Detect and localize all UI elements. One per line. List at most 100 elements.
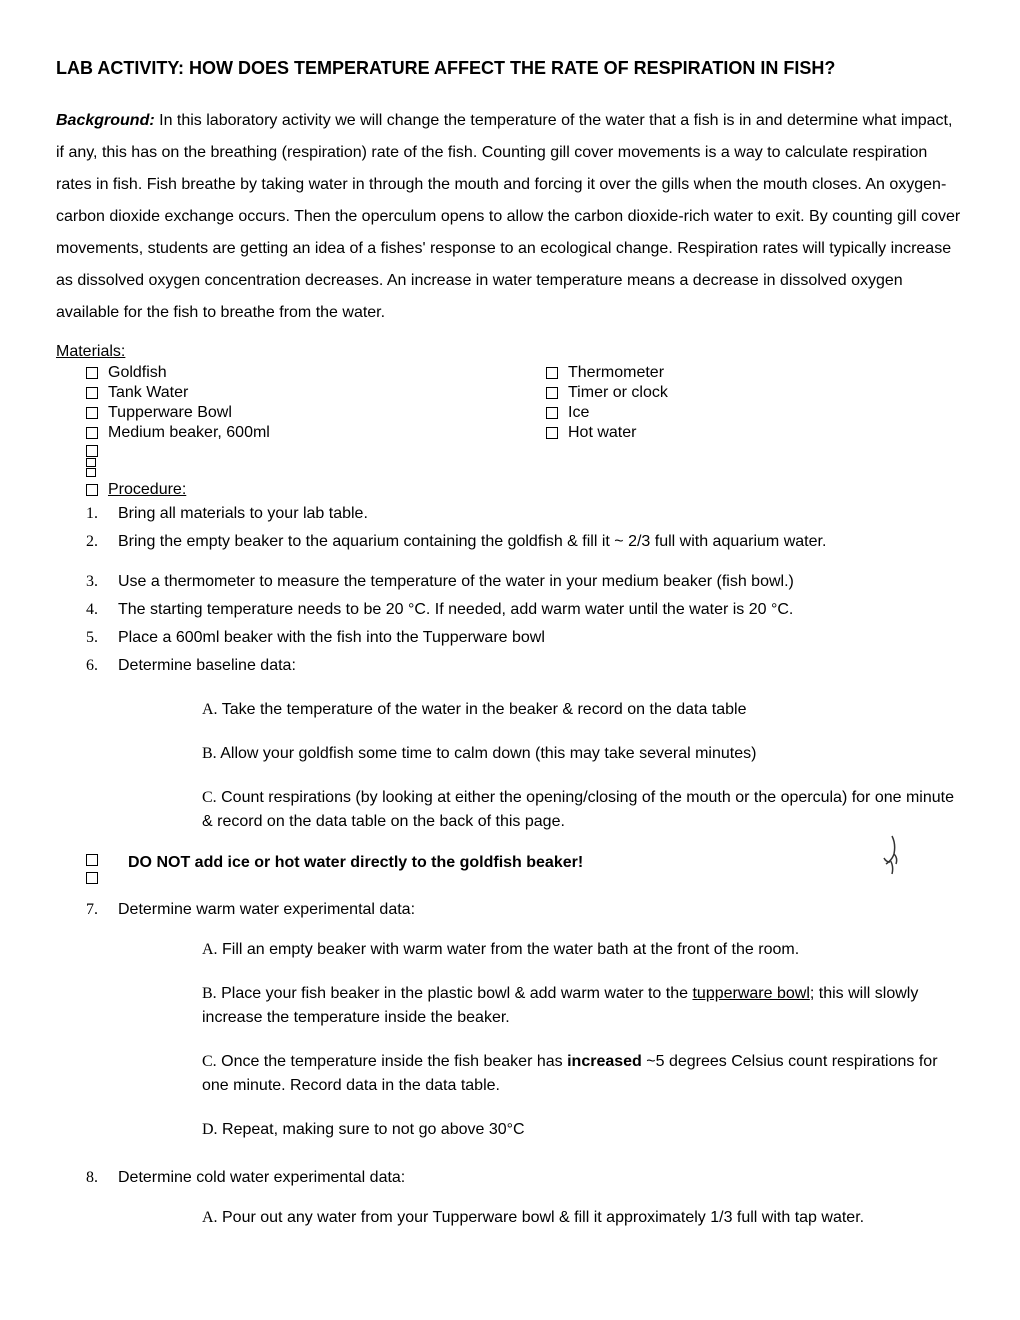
procedure-section: Procedure: 1.Bring all materials to your… [86, 481, 964, 834]
step-number: 5. [86, 626, 118, 650]
sub-list-8: A. Pour out any water from your Tupperwa… [202, 1206, 964, 1230]
list-item: 5.Place a 600ml beaker with the fish int… [86, 626, 964, 650]
material-item: Tank Water [86, 383, 546, 403]
material-label: Ice [568, 403, 589, 423]
step-text: The starting temperature needs to be 20 … [118, 598, 964, 622]
procedure-list-7: 7.Determine warm water experimental data… [86, 898, 964, 922]
material-label: Tank Water [108, 383, 188, 403]
checkbox-icon [86, 872, 98, 884]
material-item: Ice [546, 403, 846, 423]
sub-letter: C. [202, 1053, 217, 1070]
sub-letter: D. [202, 1121, 218, 1138]
checkbox-icon [86, 445, 98, 457]
warning-checkboxes [86, 854, 108, 884]
step-text: Determine cold water experimental data: [118, 1166, 964, 1190]
sub-text: Fill an empty beaker with warm water fro… [218, 941, 800, 958]
materials-left-column: Goldfish Tank Water Tupperware Bowl Medi… [86, 363, 546, 443]
list-item: B. Allow your goldfish some time to calm… [202, 742, 964, 766]
material-item: Tupperware Bowl [86, 403, 546, 423]
step-number: 7. [86, 898, 118, 922]
sub-text-bold: increased [567, 1053, 642, 1070]
procedure-list-8: 8.Determine cold water experimental data… [86, 1166, 964, 1190]
step-number: 8. [86, 1166, 118, 1190]
checkbox-icon [86, 484, 98, 496]
list-item: A. Fill an empty beaker with warm water … [202, 938, 964, 962]
step-text: Determine baseline data: [118, 654, 964, 678]
material-item: Medium beaker, 600ml [86, 423, 546, 443]
warning-row: DO NOT add ice or hot water directly to … [86, 854, 964, 884]
checkbox-icon [86, 407, 98, 419]
sub-text: Repeat, making sure to not go above 30°C [218, 1121, 525, 1138]
checkbox-icon [546, 367, 558, 379]
list-item: 1.Bring all materials to your lab table. [86, 502, 964, 526]
checkbox-icon [86, 387, 98, 399]
background-text: In this laboratory activity we will chan… [56, 112, 960, 321]
material-label: Tupperware Bowl [108, 403, 232, 423]
list-item: C. Count respirations (by looking at eit… [202, 786, 964, 834]
checkbox-icon [86, 468, 96, 477]
background-paragraph: Background: In this laboratory activity … [56, 105, 964, 329]
sub-text: Pour out any water from your Tupperware … [218, 1209, 865, 1226]
list-item: B. Place your fish beaker in the plastic… [202, 982, 964, 1030]
sub-letter: A. [202, 1209, 218, 1226]
material-item: Timer or clock [546, 383, 846, 403]
material-label: Goldfish [108, 363, 167, 383]
materials-heading: Materials: [56, 343, 964, 361]
checkbox-icon [546, 387, 558, 399]
sub-text: Count respirations (by looking at either… [202, 789, 954, 830]
sub-letter: A. [202, 941, 218, 958]
sub-letter: C. [202, 789, 217, 806]
procedure-list: 1.Bring all materials to your lab table.… [86, 502, 964, 678]
list-item: 7.Determine warm water experimental data… [86, 898, 964, 922]
sub-letter: B. [202, 985, 217, 1002]
fish-icon [860, 834, 900, 885]
step-text: Determine warm water experimental data: [118, 898, 964, 922]
list-item: C. Once the temperature inside the fish … [202, 1050, 964, 1098]
step-number: 2. [86, 530, 118, 554]
sub-text-pre: Place your fish beaker in the plastic bo… [217, 985, 693, 1002]
step-text: Bring all materials to your lab table. [118, 502, 964, 526]
list-item: D. Repeat, making sure to not go above 3… [202, 1118, 964, 1142]
fish-svg [860, 834, 900, 876]
background-label: Background: [56, 112, 155, 129]
checkbox-icon [546, 407, 558, 419]
list-item: A. Pour out any water from your Tupperwa… [202, 1206, 964, 1230]
list-item: 3.Use a thermometer to measure the tempe… [86, 570, 964, 594]
list-item: A. Take the temperature of the water in … [202, 698, 964, 722]
step-number: 1. [86, 502, 118, 526]
checkbox-icon [86, 367, 98, 379]
step-text: Place a 600ml beaker with the fish into … [118, 626, 964, 650]
warning-text: DO NOT add ice or hot water directly to … [128, 854, 583, 872]
sub-text-pre: Once the temperature inside the fish bea… [217, 1053, 567, 1070]
materials-right-column: Thermometer Timer or clock Ice Hot water [546, 363, 846, 443]
sub-text: Allow your goldfish some time to calm do… [217, 745, 757, 762]
material-label: Timer or clock [568, 383, 668, 403]
sub-text: Take the temperature of the water in the… [218, 701, 747, 718]
trailing-checkboxes [86, 445, 964, 477]
procedure-heading: Procedure: [108, 481, 186, 499]
procedure-heading-row: Procedure: [86, 481, 964, 499]
page-title: LAB ACTIVITY: HOW DOES TEMPERATURE AFFEC… [56, 58, 964, 79]
list-item: 6.Determine baseline data: [86, 654, 964, 678]
step-number: 3. [86, 570, 118, 594]
material-item: Thermometer [546, 363, 846, 383]
checkbox-icon [86, 427, 98, 439]
procedure-section-7: 7.Determine warm water experimental data… [86, 898, 964, 1230]
checkbox-icon [86, 458, 96, 467]
sub-text-underline: tupperware bowl [692, 985, 809, 1002]
list-item: 4.The starting temperature needs to be 2… [86, 598, 964, 622]
sub-letter: A. [202, 701, 218, 718]
sub-letter: B. [202, 745, 217, 762]
materials-columns: Goldfish Tank Water Tupperware Bowl Medi… [86, 363, 964, 443]
list-item: 8.Determine cold water experimental data… [86, 1166, 964, 1190]
step-text: Use a thermometer to measure the tempera… [118, 570, 964, 594]
material-label: Medium beaker, 600ml [108, 423, 270, 443]
list-item: 2.Bring the empty beaker to the aquarium… [86, 530, 964, 554]
checkbox-icon [546, 427, 558, 439]
sub-list-7: A. Fill an empty beaker with warm water … [202, 938, 964, 1142]
step-number: 4. [86, 598, 118, 622]
material-label: Hot water [568, 423, 636, 443]
step-number: 6. [86, 654, 118, 678]
material-label: Thermometer [568, 363, 664, 383]
sub-list-6: A. Take the temperature of the water in … [202, 698, 964, 834]
